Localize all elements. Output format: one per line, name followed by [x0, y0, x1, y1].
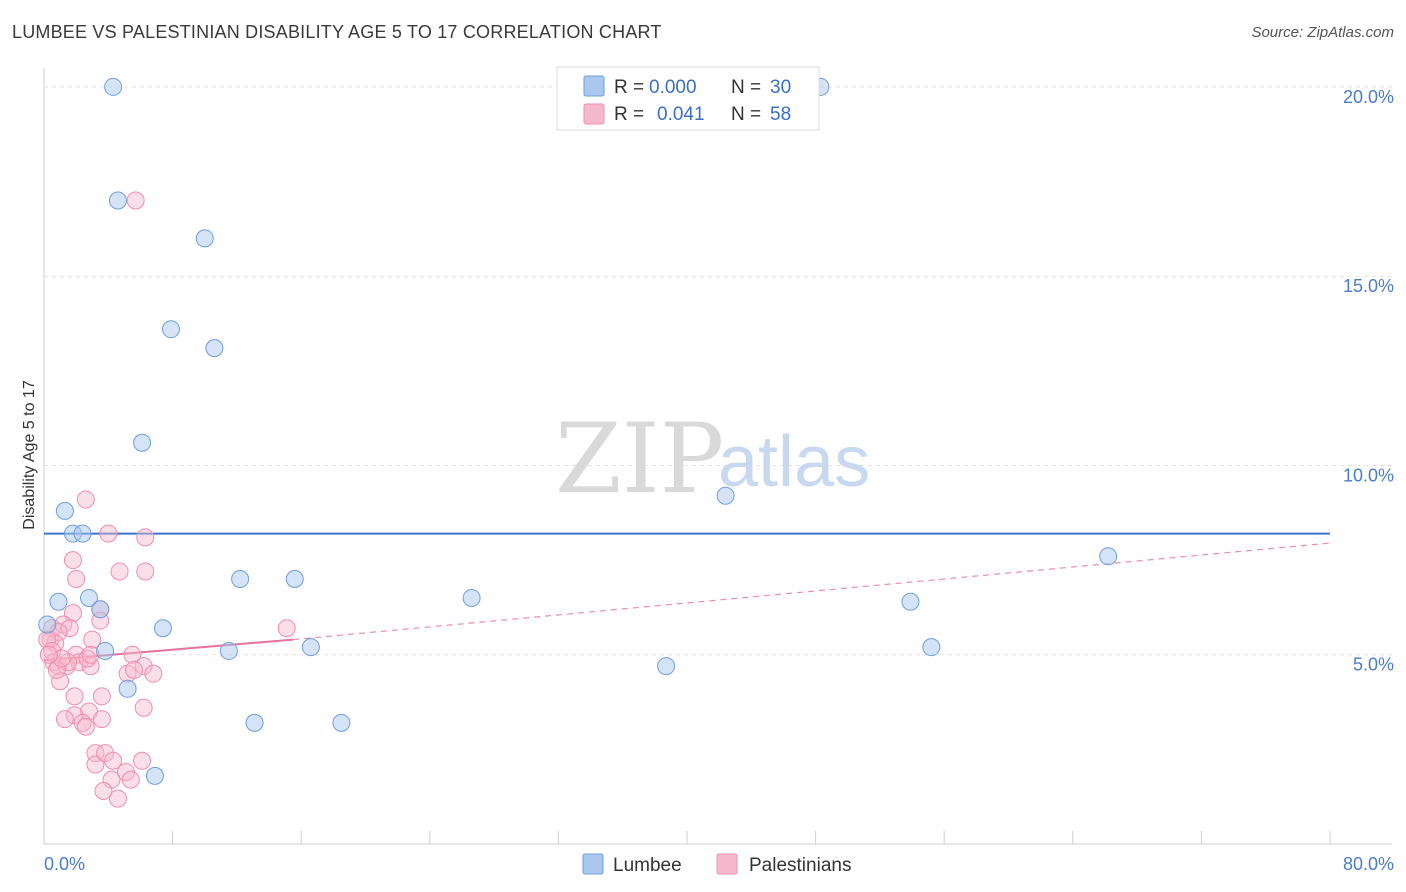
data-points	[38, 77, 1118, 808]
legend-n-label-lumbee: N =	[731, 77, 761, 98]
x-tick-label: 80.0%	[1343, 854, 1394, 874]
legend-r-value-lumbee: 0.000	[649, 77, 697, 98]
point-lumbee	[332, 713, 351, 732]
chart-source: Source: ZipAtlas.com	[1251, 24, 1394, 41]
point-palestinians	[55, 710, 74, 729]
legend-n-value-palestinians: 58	[770, 104, 791, 125]
point-lumbee	[922, 638, 941, 657]
watermark: ZIP atlas	[555, 403, 870, 515]
axes	[43, 68, 1392, 845]
point-lumbee	[657, 657, 676, 676]
bottom-legend-swatch-palestinians	[716, 853, 738, 875]
point-palestinians	[108, 789, 127, 808]
point-lumbee	[462, 588, 481, 607]
point-palestinians	[99, 524, 118, 543]
point-lumbee	[96, 641, 115, 660]
point-palestinians	[60, 619, 79, 638]
series-legend: Lumbee Palestinians	[582, 853, 851, 876]
point-lumbee	[245, 713, 264, 732]
point-lumbee	[73, 524, 92, 543]
bottom-legend-label-palestinians: Palestinians	[749, 855, 851, 876]
point-palestinians	[65, 687, 84, 706]
point-lumbee	[133, 433, 152, 452]
point-palestinians	[126, 191, 145, 210]
watermark-zip: ZIP	[555, 403, 724, 515]
y-tick-label: 5.0%	[1353, 655, 1394, 675]
point-lumbee	[1099, 547, 1118, 566]
point-palestinians	[144, 664, 163, 683]
point-palestinians	[63, 551, 82, 570]
point-palestinians	[92, 710, 111, 729]
point-palestinians	[136, 562, 155, 581]
point-lumbee	[205, 339, 224, 358]
point-lumbee	[195, 229, 214, 248]
point-lumbee	[91, 600, 110, 619]
watermark-atlas: atlas	[718, 422, 870, 502]
point-lumbee	[80, 588, 99, 607]
y-axis-label: Disability Age 5 to 17	[21, 380, 38, 530]
point-lumbee	[55, 501, 74, 520]
point-palestinians	[134, 698, 153, 717]
point-palestinians	[277, 619, 296, 638]
point-palestinians	[133, 751, 152, 770]
legend-n-value-lumbee: 30	[770, 77, 791, 98]
point-lumbee	[716, 486, 735, 505]
point-palestinians	[123, 645, 142, 664]
point-lumbee	[49, 592, 68, 611]
grid-lines	[44, 86, 1392, 656]
point-palestinians	[76, 490, 95, 509]
trend-lines	[43, 532, 1331, 662]
point-lumbee	[145, 766, 164, 785]
legend-r-label-palestinians: R =	[614, 104, 644, 125]
correlation-legend: R = 0.000 N = 30 R = 0.041 N = 58	[556, 66, 820, 131]
chart-title: LUMBEE VS PALESTINIAN DISABILITY AGE 5 T…	[12, 22, 662, 42]
point-lumbee	[161, 320, 180, 339]
point-palestinians	[51, 672, 70, 691]
point-palestinians	[92, 687, 111, 706]
point-lumbee	[104, 77, 123, 96]
point-palestinians	[104, 751, 123, 770]
trend-line-palestinians-dashed	[293, 542, 1331, 641]
point-lumbee	[108, 191, 127, 210]
x-tick-labels: 0.0% 80.0%	[44, 854, 1394, 874]
point-lumbee	[301, 638, 320, 657]
point-palestinians	[39, 645, 58, 664]
point-lumbee	[285, 570, 304, 589]
bottom-legend-swatch-lumbee	[582, 853, 604, 875]
legend-n-label-palestinians: N =	[731, 104, 761, 125]
point-palestinians	[47, 660, 66, 679]
y-tick-labels: 5.0% 10.0% 15.0% 20.0%	[1343, 87, 1394, 675]
legend-r-value-palestinians: 0.041	[657, 104, 705, 125]
point-palestinians	[136, 528, 155, 547]
point-palestinians	[110, 562, 129, 581]
point-palestinians	[134, 657, 153, 676]
y-tick-label: 10.0%	[1343, 465, 1394, 485]
y-tick-label: 20.0%	[1343, 87, 1394, 107]
y-tick-label: 15.0%	[1343, 276, 1394, 296]
point-lumbee	[153, 619, 172, 638]
point-palestinians	[83, 630, 102, 649]
point-palestinians	[94, 782, 113, 801]
point-lumbee	[231, 570, 250, 589]
point-lumbee	[901, 592, 920, 611]
point-palestinians	[67, 570, 86, 589]
point-lumbee	[118, 679, 137, 698]
point-palestinians	[76, 717, 95, 736]
x-tick-label: 0.0%	[44, 854, 85, 874]
point-lumbee	[38, 615, 57, 634]
bottom-legend-label-lumbee: Lumbee	[613, 855, 682, 876]
point-lumbee	[219, 641, 238, 660]
point-palestinians	[121, 770, 140, 789]
legend-swatch-lumbee	[583, 75, 605, 97]
legend-r-label-lumbee: R =	[614, 77, 644, 98]
point-palestinians	[125, 660, 144, 679]
legend-swatch-palestinians	[583, 103, 605, 125]
